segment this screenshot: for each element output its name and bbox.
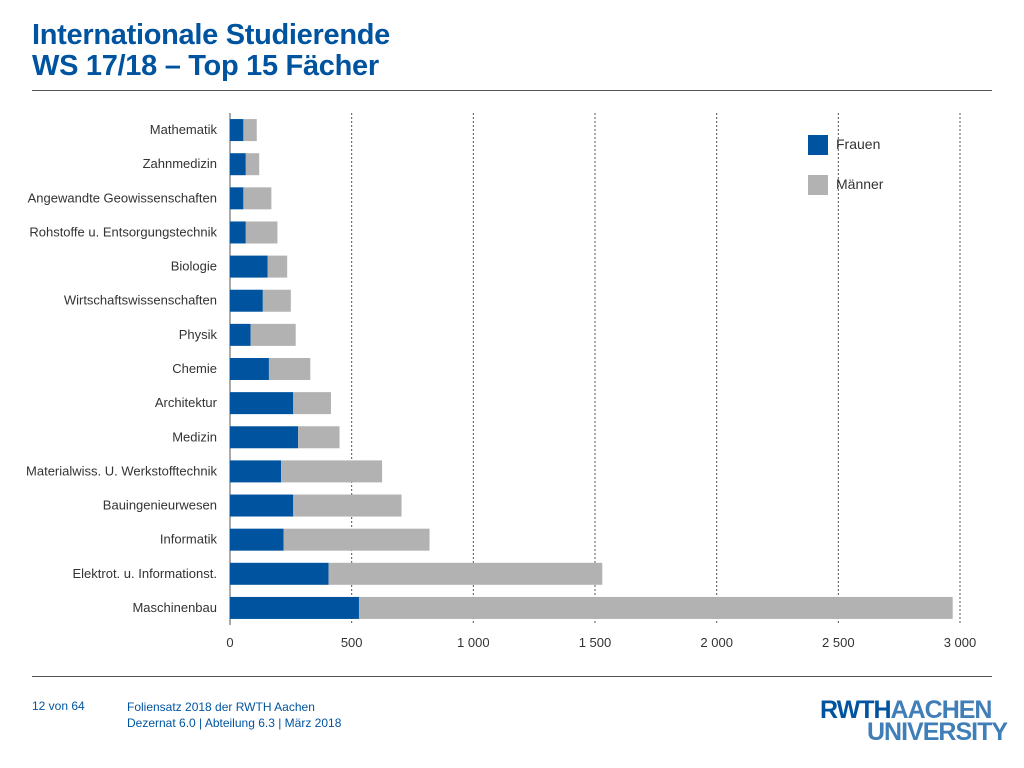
bar-maenner bbox=[250, 323, 296, 346]
bar-frauen bbox=[230, 494, 294, 517]
bar-frauen bbox=[230, 596, 359, 619]
footer-text: Foliensatz 2018 der RWTH Aachen Dezernat… bbox=[127, 699, 341, 731]
category-label: Maschinenbau bbox=[132, 600, 217, 615]
logo-university: UNIVERSITY bbox=[867, 718, 1008, 746]
bar-frauen bbox=[230, 153, 246, 176]
legend-swatch-maenner bbox=[808, 175, 828, 195]
legend-label: Männer bbox=[836, 176, 884, 192]
rwth-logo: RWTHAACHEN UNIVERSITY bbox=[820, 696, 1008, 747]
bar-maenner bbox=[245, 153, 260, 176]
bar-frauen bbox=[230, 392, 294, 415]
bar-maenner bbox=[293, 392, 331, 415]
bar-maenner bbox=[281, 460, 383, 483]
footer-line-1: Foliensatz 2018 der RWTH Aachen bbox=[127, 700, 315, 714]
legend-swatch-frauen bbox=[808, 135, 828, 155]
bar-maenner bbox=[293, 494, 402, 517]
bar-frauen bbox=[230, 323, 251, 346]
bar-maenner bbox=[268, 358, 311, 380]
bar-frauen bbox=[230, 528, 284, 551]
category-label: Zahnmedizin bbox=[143, 156, 217, 171]
header-divider bbox=[32, 90, 992, 91]
bar-maenner bbox=[267, 255, 288, 278]
bar-frauen bbox=[230, 562, 329, 585]
category-label: Angewandte Geowissenschaften bbox=[28, 190, 217, 205]
category-label: Architektur bbox=[155, 395, 218, 410]
category-label: Informatik bbox=[160, 532, 218, 547]
x-tick-label: 1 500 bbox=[579, 635, 612, 650]
footer-line-2: Dezernat 6.0 | Abteilung 6.3 | März 2018 bbox=[127, 716, 342, 730]
bar-frauen bbox=[230, 289, 263, 312]
category-label: Materialwiss. U. Werkstofftechnik bbox=[26, 463, 217, 478]
footer-divider bbox=[32, 676, 992, 677]
bar-frauen bbox=[230, 460, 282, 483]
category-label: Mathematik bbox=[150, 122, 218, 137]
category-label: Chemie bbox=[172, 361, 217, 376]
category-label: Bauingenieurwesen bbox=[103, 498, 217, 513]
bar-frauen bbox=[230, 255, 268, 278]
stacked-bar-chart: Mathematik Zahnmedizin Angewandte Geowisse… bbox=[26, 113, 977, 650]
title-line-2: WS 17/18 – Top 15 Fächer bbox=[32, 50, 379, 82]
bar-maenner bbox=[243, 119, 257, 142]
slide-title: Internationale Studierende WS 17/18 – To… bbox=[32, 20, 390, 82]
x-tick-label: 0 bbox=[226, 635, 233, 650]
bar-frauen bbox=[230, 358, 269, 380]
category-label: Elektrot. u. Informationst. bbox=[72, 566, 217, 581]
category-label: Biologie bbox=[171, 259, 217, 274]
logo-rwth: RWTH bbox=[820, 696, 892, 724]
bar-maenner bbox=[283, 528, 430, 551]
x-tick-label: 3 000 bbox=[944, 635, 977, 650]
bar-maenner bbox=[328, 562, 603, 585]
bar-maenner bbox=[262, 289, 291, 312]
title-line-1: Internationale Studierende bbox=[32, 19, 390, 51]
bar-frauen bbox=[230, 187, 244, 210]
category-label: Physik bbox=[179, 327, 218, 342]
category-label: Wirtschaftswissenschaften bbox=[64, 293, 217, 308]
legend-label: Frauen bbox=[836, 136, 880, 152]
category-label: Medizin bbox=[172, 429, 217, 444]
page-number: 12 von 64 bbox=[32, 699, 85, 713]
bar-maenner bbox=[298, 426, 340, 449]
category-label: Rohstoffe u. Entsorgungstechnik bbox=[29, 224, 217, 239]
logo-aachen: AACHEN bbox=[890, 696, 993, 724]
x-tick-label: 1 000 bbox=[457, 635, 490, 650]
bar-maenner bbox=[243, 187, 272, 210]
bar-frauen bbox=[230, 221, 246, 244]
x-tick-label: 500 bbox=[341, 635, 363, 650]
bar-maenner bbox=[358, 596, 953, 619]
bar-frauen bbox=[230, 426, 299, 449]
bar-frauen bbox=[230, 119, 244, 142]
bar-maenner bbox=[245, 221, 278, 244]
x-tick-label: 2 000 bbox=[700, 635, 733, 650]
x-tick-label: 2 500 bbox=[822, 635, 855, 650]
